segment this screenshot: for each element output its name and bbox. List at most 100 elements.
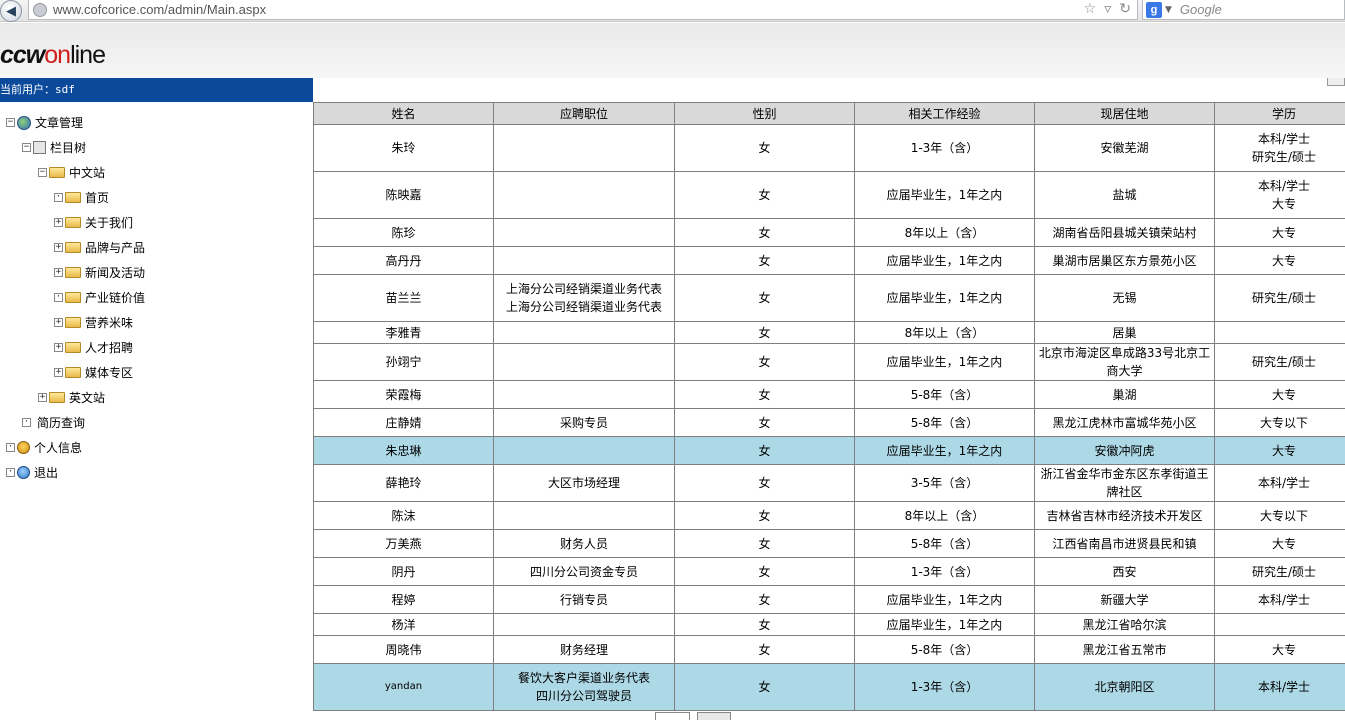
table-row[interactable]: 万美燕 财务人员女 5-8年（含） 江西省南昌市进贤县民和镇 大专 (313, 529, 1345, 558)
tree-node-label[interactable]: 品牌与产品 (85, 241, 146, 255)
cell-gender: 女 (674, 274, 855, 322)
tree-node-label[interactable]: 产业链价值 (85, 291, 146, 305)
expand-icon[interactable]: + (54, 217, 63, 227)
expand-icon[interactable]: + (54, 267, 63, 277)
tree-node[interactable]: · 产业链价值 (0, 285, 313, 310)
leaf-icon[interactable]: · (54, 292, 63, 302)
cell-gender: 女 (674, 663, 855, 711)
tree-node-label[interactable]: 人才招聘 (85, 341, 134, 355)
google-icon[interactable]: g (1146, 1, 1162, 18)
cell-gender: 女 (674, 124, 855, 172)
page-number-input[interactable] (655, 712, 690, 720)
tree-node-label[interactable]: 退出 (34, 466, 59, 480)
cell-gender: 女 (674, 613, 855, 636)
table-row[interactable]: 庄静婧 采购专员女 5-8年（含） 黑龙江虎林市富城华苑小区 大专以下 (313, 408, 1345, 437)
tree-node[interactable]: + 英文站 (0, 385, 313, 410)
cell-name: 万美燕 (313, 529, 494, 558)
collapse-button[interactable] (1327, 78, 1345, 86)
table-row[interactable]: 阴丹 四川分公司资金专员女 1-3年（含） 西安 研究生/硕士 (313, 557, 1345, 586)
tree-node-label[interactable]: 个人信息 (34, 441, 83, 455)
tree-node[interactable]: · 个人信息 (0, 435, 313, 460)
tree-node-label[interactable]: 中文站 (69, 166, 106, 180)
globe-icon (17, 115, 31, 130)
tree-node[interactable]: · 简历查询 (0, 410, 313, 435)
cell-position (493, 124, 675, 172)
reload-icon[interactable]: ↻ (1119, 1, 1131, 17)
tree-node[interactable]: + 品牌与产品 (0, 235, 313, 260)
collapse-icon[interactable]: − (22, 142, 31, 152)
tree-node-label[interactable]: 关于我们 (85, 216, 134, 230)
cell-gender: 女 (674, 585, 855, 614)
table-row[interactable]: 苗兰兰 上海分公司经销渠道业务代表 上海分公司经销渠道业务代表女应届毕业生，1年之内… (313, 274, 1345, 322)
table-row[interactable]: 荣霞梅 女 5-8年（含） 巢湖 大专 (313, 380, 1345, 409)
table-row[interactable]: 李雅青 女 8年以上（含） 居巢 (313, 321, 1345, 344)
cell-name: 薛艳玲 (313, 464, 494, 502)
cell-address: 盐城 (1034, 171, 1215, 219)
table-row[interactable]: 陈沫 女 8年以上（含） 吉林省吉林市经济技术开发区 大专以下 (313, 501, 1345, 530)
table-row[interactable]: 周晓伟 财务经理女 5-8年（含） 黑龙江省五常市 大专 (313, 635, 1345, 664)
table-row[interactable]: yandan 餐饮大客户渠道业务代表 四川分公司驾驶员女 1-3年（含） 北京朝阳区 本科… (313, 663, 1345, 711)
column-header: 现居住地 (1034, 102, 1215, 125)
tree-node[interactable]: − 中文站 (0, 160, 313, 185)
table-row[interactable]: 孙翊宁 女应届毕业生，1年之内 北京市海淀区阜成路33号北京工商大学 研究生/硕士 (313, 343, 1345, 381)
cell-address: 新疆大学 (1034, 585, 1215, 614)
tree-node[interactable]: · 退出 (0, 460, 313, 485)
back-arrow-icon[interactable]: ◀ (0, 0, 22, 22)
tree-node[interactable]: + 关于我们 (0, 210, 313, 235)
tree-node-label[interactable]: 营养米味 (85, 316, 134, 330)
tree-node[interactable]: + 营养米味 (0, 310, 313, 335)
search-input[interactable]: g ▼ Google (1142, 0, 1345, 20)
collapse-icon[interactable]: − (6, 117, 15, 127)
tree-node-label[interactable]: 英文站 (69, 391, 106, 405)
tree-node-label[interactable]: 首页 (85, 191, 110, 205)
table-row[interactable]: 薛艳玲 大区市场经理女 3-5年（含） 浙江省金华市金东区东孝街道王牌社区 本科/学士 (313, 464, 1345, 502)
cell-edu: 研究生/硕士 (1214, 343, 1345, 381)
expand-icon[interactable]: + (54, 317, 63, 327)
cell-position: 上海分公司经销渠道业务代表 上海分公司经销渠道业务代表 (493, 274, 675, 322)
table-row[interactable]: 朱玲女 1-3年（含） 安徽芜湖 本科/学士 研究生/硕士 (313, 124, 1345, 172)
expand-icon[interactable]: + (54, 242, 63, 252)
expand-icon[interactable]: + (38, 392, 47, 402)
folder-icon (65, 267, 81, 278)
tree-node-label[interactable]: 简历查询 (37, 416, 86, 430)
leaf-icon[interactable]: · (54, 192, 63, 202)
tree-node[interactable]: + 媒体专区 (0, 360, 313, 385)
table-row[interactable]: 程婷 行销专员女应届毕业生，1年之内 新疆大学 本科/学士 (313, 585, 1345, 614)
current-user-name: sdf (55, 83, 75, 96)
table-row[interactable]: 陈映嘉女应届毕业生，1年之内 盐城 本科/学士 大专 (313, 171, 1345, 219)
cell-position: 四川分公司资金专员 (493, 557, 675, 586)
table-row[interactable]: 高丹丹 女应届毕业生，1年之内 巢湖市居巢区东方景苑小区 大专 (313, 246, 1345, 275)
leaf-icon[interactable]: · (22, 417, 31, 427)
table-row[interactable]: 陈珍 女 8年以上（含） 湖南省岳阳县城关镇荣站村 大专 (313, 218, 1345, 247)
tree-node[interactable]: + 人才招聘 (0, 335, 313, 360)
dropdown-arrow-icon[interactable]: ▿ (1104, 1, 1112, 17)
tree-node[interactable]: − 栏目树 (0, 135, 313, 160)
leaf-icon[interactable]: · (6, 442, 15, 452)
cell-exp: 8年以上（含） (854, 501, 1035, 530)
search-engine-dropdown-icon[interactable]: ▼ (1165, 4, 1172, 15)
tree-node[interactable]: − 文章管理 (0, 110, 313, 135)
cell-name: 高丹丹 (313, 246, 494, 275)
cell-exp: 1-3年（含） (854, 557, 1035, 586)
cell-exp: 5-8年（含） (854, 408, 1035, 437)
column-header: 姓名 (313, 102, 494, 125)
cell-name: 孙翊宁 (313, 343, 494, 381)
expand-icon[interactable]: + (54, 342, 63, 352)
tree-node[interactable]: + 新闻及活动 (0, 260, 313, 285)
tree-node-label[interactable]: 新闻及活动 (85, 266, 146, 280)
tree-node[interactable]: · 首页 (0, 185, 313, 210)
collapse-icon[interactable]: − (38, 167, 47, 177)
tree-node-label[interactable]: 栏目树 (50, 141, 87, 155)
tree-node-label[interactable]: 媒体专区 (85, 366, 134, 380)
column-header: 应聘职位 (493, 102, 675, 125)
table-row[interactable]: 杨洋 女应届毕业生，1年之内 黑龙江省哈尔滨 (313, 613, 1345, 636)
cell-position (493, 218, 675, 247)
cell-name: 李雅青 (313, 321, 494, 344)
leaf-icon[interactable]: · (6, 467, 15, 477)
expand-icon[interactable]: + (54, 367, 63, 377)
bookmark-star-icon[interactable]: ☆ (1083, 1, 1097, 17)
go-page-button[interactable] (697, 712, 731, 720)
address-bar[interactable]: www.cofcorice.com/admin/Main.aspx ☆ ▿ ↻ (28, 0, 1138, 20)
tree-node-label[interactable]: 文章管理 (35, 116, 84, 130)
table-row[interactable]: 朱忠琳 女应届毕业生，1年之内 安徽冲阿虎 大专 (313, 436, 1345, 465)
